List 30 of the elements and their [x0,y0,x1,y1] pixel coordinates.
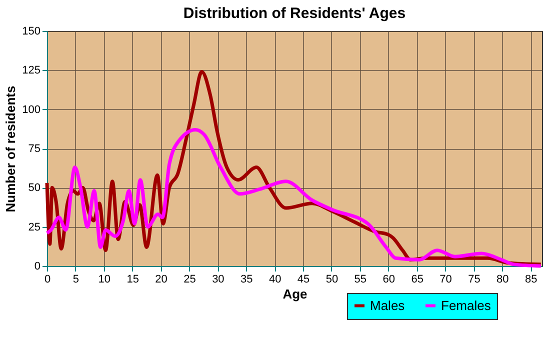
x-tick-label: 35 [240,274,253,286]
x-tick-label: 80 [496,274,509,286]
x-tick-label: 40 [268,274,282,286]
y-tick-label: 75 [28,143,40,155]
y-axis-title: Number of residents [3,86,18,212]
x-axis-title: Age [282,286,308,302]
x-tick-label: 65 [411,274,424,286]
x-tick-label: 10 [98,274,111,286]
x-tick-label: 75 [468,274,480,286]
y-tick-label: 0 [34,260,40,272]
x-tick-label: 30 [212,274,224,286]
x-tick-label: 85 [524,274,538,286]
y-tick-label: 150 [22,26,40,38]
x-tick-label: 60 [382,274,396,286]
y-tick-label: 125 [22,64,40,77]
legend-label: Females [441,298,492,313]
x-tick-label: 15 [126,274,139,286]
chart-title: Distribution of Residents' Ages [183,5,406,22]
x-tick-label: 55 [354,274,367,286]
x-tick-label: 0 [44,274,51,286]
x-tick-label: 5 [72,274,80,286]
legend-label: Males [370,298,406,313]
x-tick-label: 45 [297,274,310,286]
y-tick-label: 50 [28,182,40,194]
x-tick-label: 50 [326,274,338,286]
y-tick-label: 100 [22,104,40,116]
x-tick-label: 20 [155,274,168,286]
x-tick-label: 25 [184,274,196,286]
x-tick-label: 70 [440,274,452,286]
y-tick-label: 25 [28,221,40,234]
